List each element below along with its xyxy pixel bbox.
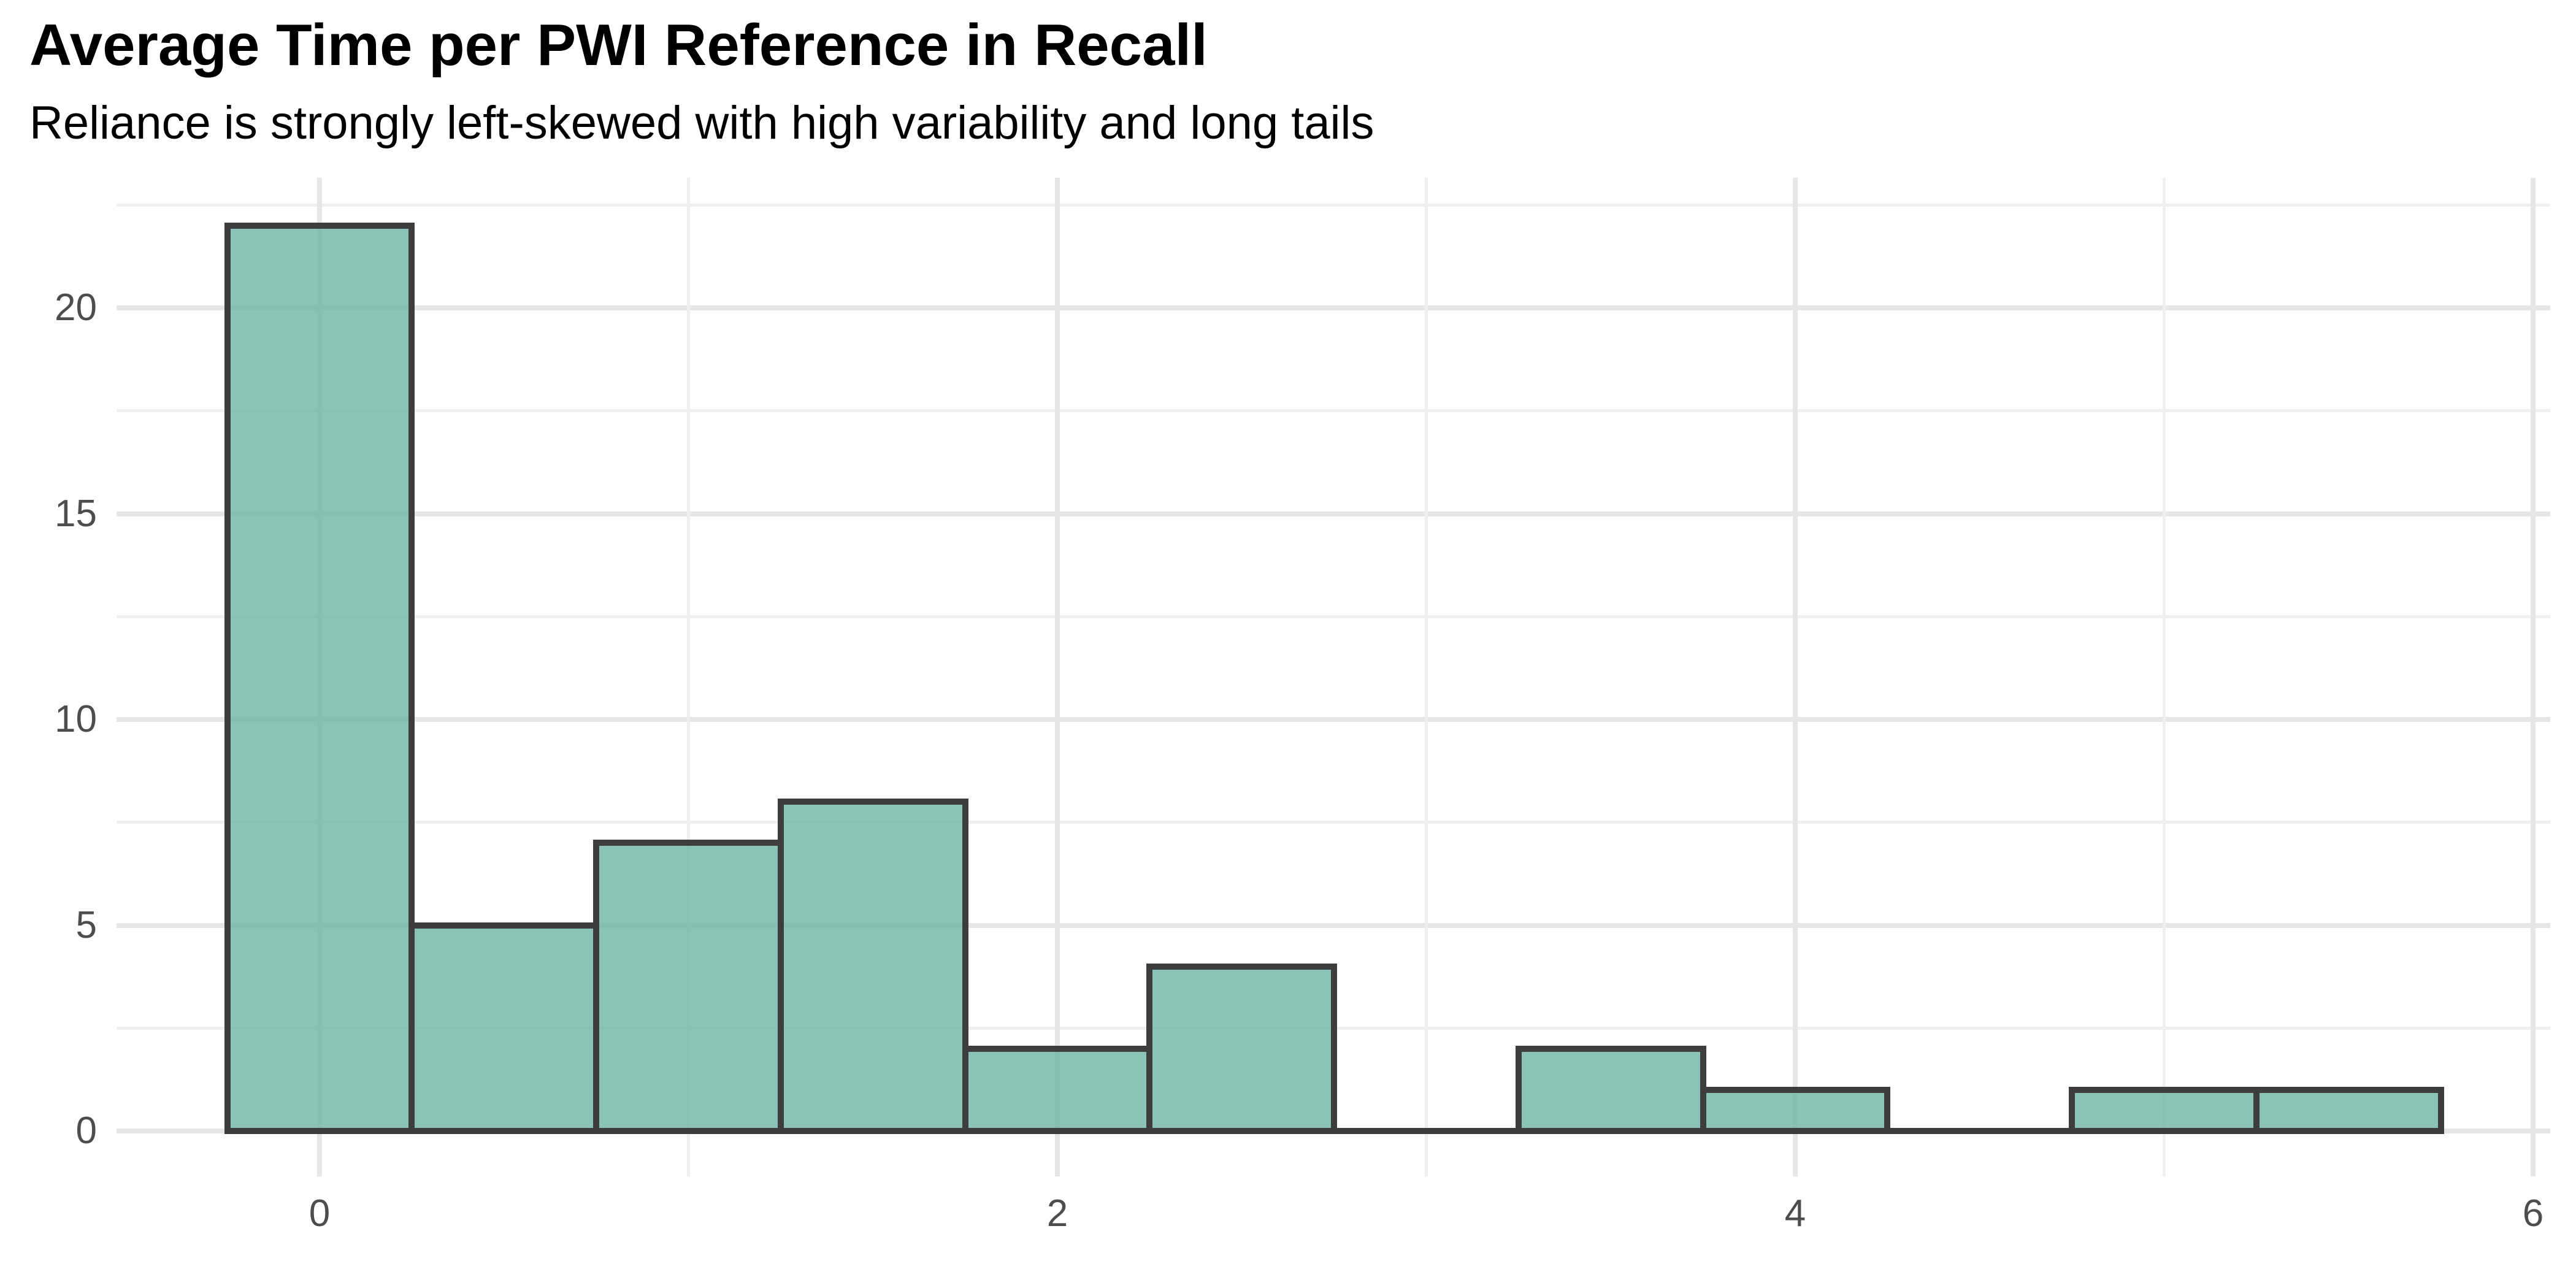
- x-major-gridline: [2531, 178, 2536, 1176]
- histogram-bar: [408, 922, 600, 1134]
- histogram-bar: [962, 1045, 1153, 1134]
- x-axis-label: 0: [309, 1192, 331, 1235]
- y-major-gridline: [117, 717, 2550, 722]
- histogram-bar: [1700, 1086, 1891, 1134]
- plot-subtitle: Reliance is strongly left-skewed with hi…: [29, 97, 1374, 149]
- y-major-gridline: [117, 305, 2550, 310]
- y-axis-label: 10: [55, 698, 97, 740]
- plot-title: Average Time per PWI Reference in Recall: [29, 12, 1208, 78]
- x-minor-gridline: [1425, 178, 1428, 1176]
- x-axis-label: 4: [1784, 1192, 1806, 1235]
- y-axis-label: 15: [55, 492, 97, 535]
- y-axis-label: 5: [75, 903, 97, 946]
- histogram-zero-bin: [1884, 1128, 2076, 1134]
- histogram-bar: [2069, 1086, 2260, 1134]
- y-major-gridline: [117, 511, 2550, 516]
- histogram-zero-bin: [1331, 1128, 1522, 1134]
- x-major-gridline: [1793, 178, 1798, 1176]
- y-minor-gridline: [117, 203, 2550, 207]
- y-minor-gridline: [117, 615, 2550, 618]
- x-major-gridline: [1055, 178, 1060, 1176]
- histogram-bar: [2253, 1086, 2444, 1134]
- histogram-bar: [224, 222, 415, 1134]
- y-major-gridline: [117, 922, 2550, 928]
- histogram-bar: [1146, 963, 1338, 1134]
- y-axis-label: 20: [55, 286, 97, 329]
- y-minor-gridline: [117, 409, 2550, 413]
- x-minor-gridline: [2163, 178, 2166, 1176]
- histogram-bar: [1515, 1045, 1706, 1134]
- histogram-bar: [593, 840, 784, 1134]
- histogram-bar: [777, 799, 968, 1134]
- x-minor-gridline: [687, 178, 690, 1176]
- y-minor-gridline: [117, 821, 2550, 824]
- x-axis-label: 2: [1046, 1192, 1068, 1235]
- x-axis-label: 6: [2522, 1192, 2544, 1235]
- y-axis-label: 0: [75, 1110, 97, 1152]
